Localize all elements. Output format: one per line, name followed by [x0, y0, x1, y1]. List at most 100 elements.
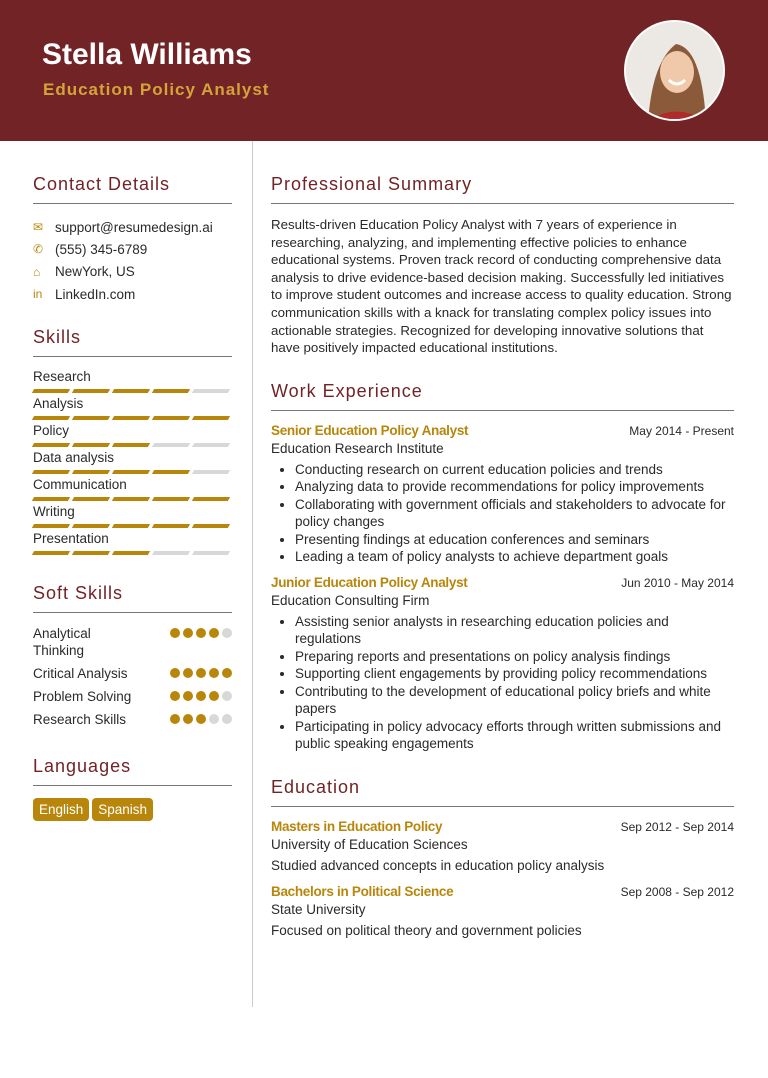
education-dates: Sep 2008 - Sep 2012	[620, 884, 734, 899]
rating-dot	[209, 628, 219, 639]
skill-bar-segment	[31, 416, 71, 421]
profile-photo	[624, 20, 725, 121]
soft-skill-label: Research Skills	[33, 712, 127, 728]
job-organization: Education Research Institute	[271, 440, 444, 456]
language-badge: Spanish	[92, 798, 154, 822]
job-bullet: Leading a team of policy analysts to ach…	[295, 548, 734, 566]
soft-skill-row: Analytical Thinking	[33, 625, 232, 659]
soft-skills-heading: Soft Skills	[33, 583, 232, 614]
skill-label: Analysis	[33, 396, 84, 412]
rating-dots	[170, 714, 232, 728]
skill-bar	[31, 497, 232, 502]
skill-bar-segment	[191, 497, 231, 502]
school: University of Education Sciences	[271, 836, 468, 852]
contact-item: ⌂ NewYork, US	[33, 261, 232, 283]
skill-bar-segment	[71, 470, 111, 475]
rating-dot	[222, 668, 232, 679]
skill-bar-segment	[151, 524, 191, 529]
soft-skill-label: Problem Solving	[33, 689, 132, 705]
skill-label: Writing	[33, 504, 75, 520]
rating-dot	[196, 691, 206, 702]
skill-bar-segment	[151, 443, 191, 448]
home-icon: ⌂	[33, 264, 41, 279]
contact-item: ✆ (555) 345-6789	[33, 238, 232, 260]
contact-text: (555) 345-6789	[55, 241, 148, 257]
rating-dots	[170, 668, 232, 682]
skills-heading: Skills	[33, 327, 232, 358]
skill-bar-segment	[151, 389, 191, 394]
skill-bar-segment	[151, 416, 191, 421]
skill-bar-segment	[71, 551, 111, 556]
job-header: Junior Education Policy Analyst Jun 2010 …	[271, 575, 734, 590]
contact-item: ✉ support@resumedesign.ai	[33, 216, 232, 238]
job-title: Education Policy Analyst	[43, 80, 270, 99]
job-bullet: Collaborating with government officials …	[295, 496, 734, 531]
job-title: Junior Education Policy Analyst	[271, 574, 468, 590]
job-header: Senior Education Policy Analyst May 2014 …	[271, 423, 734, 438]
contact-text: LinkedIn.com	[55, 286, 136, 302]
skill-label: Research	[33, 369, 91, 385]
contact-item: in LinkedIn.com	[33, 283, 232, 305]
skill-label: Presentation	[33, 531, 109, 547]
contact-heading: Contact Details	[33, 174, 232, 204]
rating-dot	[170, 668, 180, 679]
soft-skill-row: Research Skills	[33, 711, 232, 728]
skill-bar-segment	[191, 416, 231, 421]
left-column: Contact Details ✉ support@resumedesign.ai…	[31, 174, 232, 822]
skill-bar-segment	[191, 443, 231, 448]
education-heading: Education	[271, 777, 734, 807]
job-bullet: Participating in policy advocacy efforts…	[295, 718, 734, 753]
skill-bar-segment	[191, 524, 231, 529]
rating-dot	[196, 714, 206, 725]
linkedin-icon: in	[33, 287, 43, 302]
rating-dots	[170, 691, 232, 705]
skill-bar-segment	[31, 497, 71, 502]
job-bullet: Presenting findings at education confere…	[295, 531, 734, 549]
job-bullet: Preparing reports and presentations on p…	[295, 648, 734, 666]
rating-dot	[209, 668, 219, 679]
education-dates: Sep 2012 - Sep 2014	[620, 819, 734, 834]
rating-dot	[183, 668, 193, 679]
rating-dot	[170, 714, 180, 725]
rating-dot	[209, 714, 219, 725]
rating-dot	[196, 628, 206, 639]
skill-bar-segment	[111, 389, 151, 394]
job-bullet: Supporting client engagements by providi…	[295, 665, 734, 683]
skill-bar-segment	[71, 443, 111, 448]
soft-skill-label: Analytical Thinking	[33, 626, 91, 659]
job-bullets: Assisting senior analysts in researching…	[295, 613, 734, 753]
skill-bar-segment	[111, 551, 151, 556]
skill-bar-segment	[31, 470, 71, 475]
skill-bar-segment	[71, 416, 111, 421]
rating-dot	[170, 628, 180, 639]
skill-bar-segment	[111, 443, 151, 448]
job-dates: May 2014 - Present	[629, 423, 734, 438]
skill-bar-segment	[111, 497, 151, 502]
job-dates: Jun 2010 - May 2014	[621, 575, 734, 590]
skill-bar-segment	[191, 551, 231, 556]
rating-dot	[196, 668, 206, 679]
skill-bar-segment	[191, 470, 231, 475]
rating-dot	[170, 691, 180, 702]
skill-label: Policy	[33, 423, 70, 439]
job-bullet: Analyzing data to provide recommendation…	[295, 478, 734, 496]
education-description: Focused on political theory and governme…	[271, 922, 582, 938]
languages-heading: Languages	[33, 756, 232, 787]
education-header: Bachelors in Political Science Sep 2008 -…	[271, 884, 734, 899]
work-heading: Work Experience	[271, 381, 734, 411]
skill-bar-segment	[191, 389, 231, 394]
contact-text: support@resumedesign.ai	[55, 219, 213, 235]
skill-bar-segment	[31, 524, 71, 529]
skill-bar-segment	[31, 551, 71, 556]
candidate-name: Stella Williams	[42, 38, 252, 71]
header: Stella Williams Education Policy Analyst	[0, 0, 768, 141]
soft-skill-label: Critical Analysis	[33, 666, 128, 682]
column-divider	[252, 141, 253, 1007]
job-title: Senior Education Policy Analyst	[271, 422, 469, 438]
job-bullet: Contributing to the development of educa…	[295, 683, 734, 718]
skill-bar-segment	[151, 497, 191, 502]
skill-bar-segment	[111, 416, 151, 421]
degree: Bachelors in Political Science	[271, 883, 454, 899]
skill-bar	[31, 551, 232, 556]
education-header: Masters in Education Policy Sep 2012 - Se…	[271, 819, 734, 834]
